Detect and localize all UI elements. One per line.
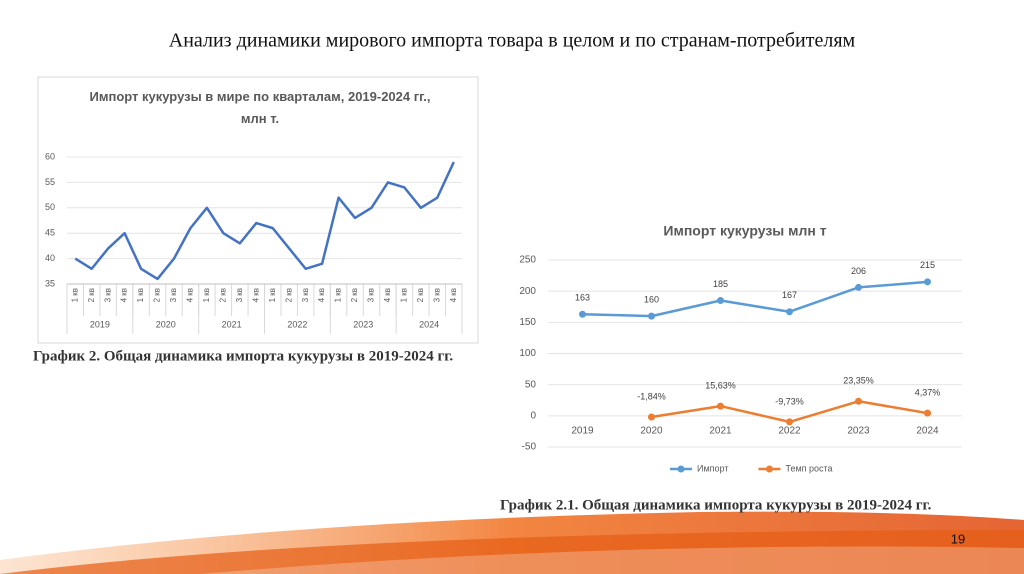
x-tick-label: 3 кв	[301, 288, 310, 302]
y-tick-label: 50	[525, 379, 537, 390]
x-group-label: 2022	[287, 319, 307, 329]
chart-title: Импорт кукурузы млн т	[663, 223, 826, 239]
y-tick-label: 0	[530, 410, 536, 421]
point	[924, 278, 931, 286]
x-tick-label: 2 кв	[350, 288, 359, 302]
y-tick-label: 100	[519, 348, 536, 359]
x-tick-label: 2023	[847, 425, 870, 436]
point	[855, 397, 862, 405]
point	[855, 283, 862, 291]
y-tick-label: 40	[45, 253, 55, 263]
legend-label: Импорт	[697, 463, 728, 473]
x-tick-label: 2 кв	[416, 288, 425, 302]
x-tick-label: 4 кв	[449, 288, 458, 302]
chart-title: Импорт кукурузы в мире по кварталам, 201…	[89, 89, 431, 126]
point	[717, 297, 724, 305]
x-group-label: 2024	[419, 319, 439, 329]
x-tick-label: 1 кв	[136, 288, 145, 302]
data-label: -9,73%	[775, 396, 804, 406]
x-tick-label: 3 кв	[169, 288, 178, 302]
point	[924, 409, 931, 417]
x-tick-label: 3 кв	[235, 288, 244, 302]
x-tick-label: 2021	[709, 425, 732, 436]
legend-swatch	[677, 465, 685, 473]
data-label: 160	[644, 294, 659, 304]
x-group-label: 2023	[353, 319, 373, 329]
y-tick-label: 55	[45, 177, 55, 187]
page-number: 19	[951, 531, 965, 546]
point	[786, 308, 793, 316]
decor-swoosh	[200, 546, 1024, 574]
caption: График 2. Общая динамика импорта кукуруз…	[33, 348, 453, 364]
y-tick-label: 45	[45, 228, 55, 238]
x-tick-label: 1 кв	[202, 288, 211, 302]
x-group-label: 2019	[90, 319, 110, 329]
x-tick-label: 3 кв	[367, 288, 376, 302]
x-tick-label: 3 кв	[103, 288, 112, 302]
x-tick-label: 2022	[778, 425, 801, 436]
x-tick-label: 2 кв	[284, 288, 293, 302]
chart-frame	[37, 76, 479, 344]
legend-label: Темп роста	[785, 463, 832, 473]
data-label: 206	[851, 266, 866, 276]
x-tick-label: 4 кв	[383, 288, 392, 302]
x-tick-label: 4 кв	[120, 288, 129, 302]
point	[648, 312, 655, 320]
data-label: -1,84%	[637, 391, 666, 401]
x-tick-label: 3 кв	[432, 288, 441, 302]
point	[579, 310, 586, 318]
line-series	[582, 280, 928, 318]
data-label: 215	[920, 260, 935, 270]
data-label: 163	[575, 293, 590, 303]
x-tick-label: 2 кв	[87, 288, 96, 302]
y-tick-label: 50	[45, 202, 55, 212]
x-group-label: 2020	[156, 319, 176, 329]
y-tick-label: -50	[522, 442, 537, 453]
data-label: 167	[782, 290, 797, 300]
x-tick-label: 2 кв	[153, 288, 162, 302]
legend-swatch	[765, 465, 773, 473]
x-tick-label: 4 кв	[251, 288, 260, 302]
x-tick-label: 1 кв	[400, 288, 409, 302]
y-tick-label: 35	[45, 278, 55, 288]
data-label: 185	[713, 279, 728, 289]
y-tick-label: 250	[519, 255, 536, 266]
y-tick-label: 60	[45, 151, 55, 161]
x-tick-label: 2 кв	[218, 288, 227, 302]
line-series	[74, 161, 455, 281]
slide-title: Анализ динамики мирового импорта товара …	[169, 30, 856, 52]
x-tick-label: 2019	[571, 425, 594, 436]
data-label: 23,35%	[843, 376, 874, 386]
point	[717, 402, 724, 410]
x-tick-label: 4 кв	[186, 288, 195, 302]
x-tick-label: 2024	[916, 425, 939, 436]
x-tick-label: 2020	[640, 425, 663, 436]
x-tick-label: 1 кв	[70, 288, 79, 302]
y-tick-label: 200	[519, 286, 536, 297]
x-tick-label: 1 кв	[268, 288, 277, 302]
y-tick-label: 150	[519, 317, 536, 328]
caption: График 2.1. Общая динамика импорта кукур…	[500, 497, 932, 513]
point	[648, 413, 655, 421]
x-tick-label: 4 кв	[317, 288, 326, 302]
x-tick-label: 1 кв	[334, 288, 343, 302]
data-label: 4,37%	[915, 387, 941, 397]
point	[786, 418, 793, 426]
decor-swoosh	[0, 530, 1024, 574]
data-label: 15,63%	[705, 380, 736, 390]
x-group-label: 2021	[222, 319, 242, 329]
